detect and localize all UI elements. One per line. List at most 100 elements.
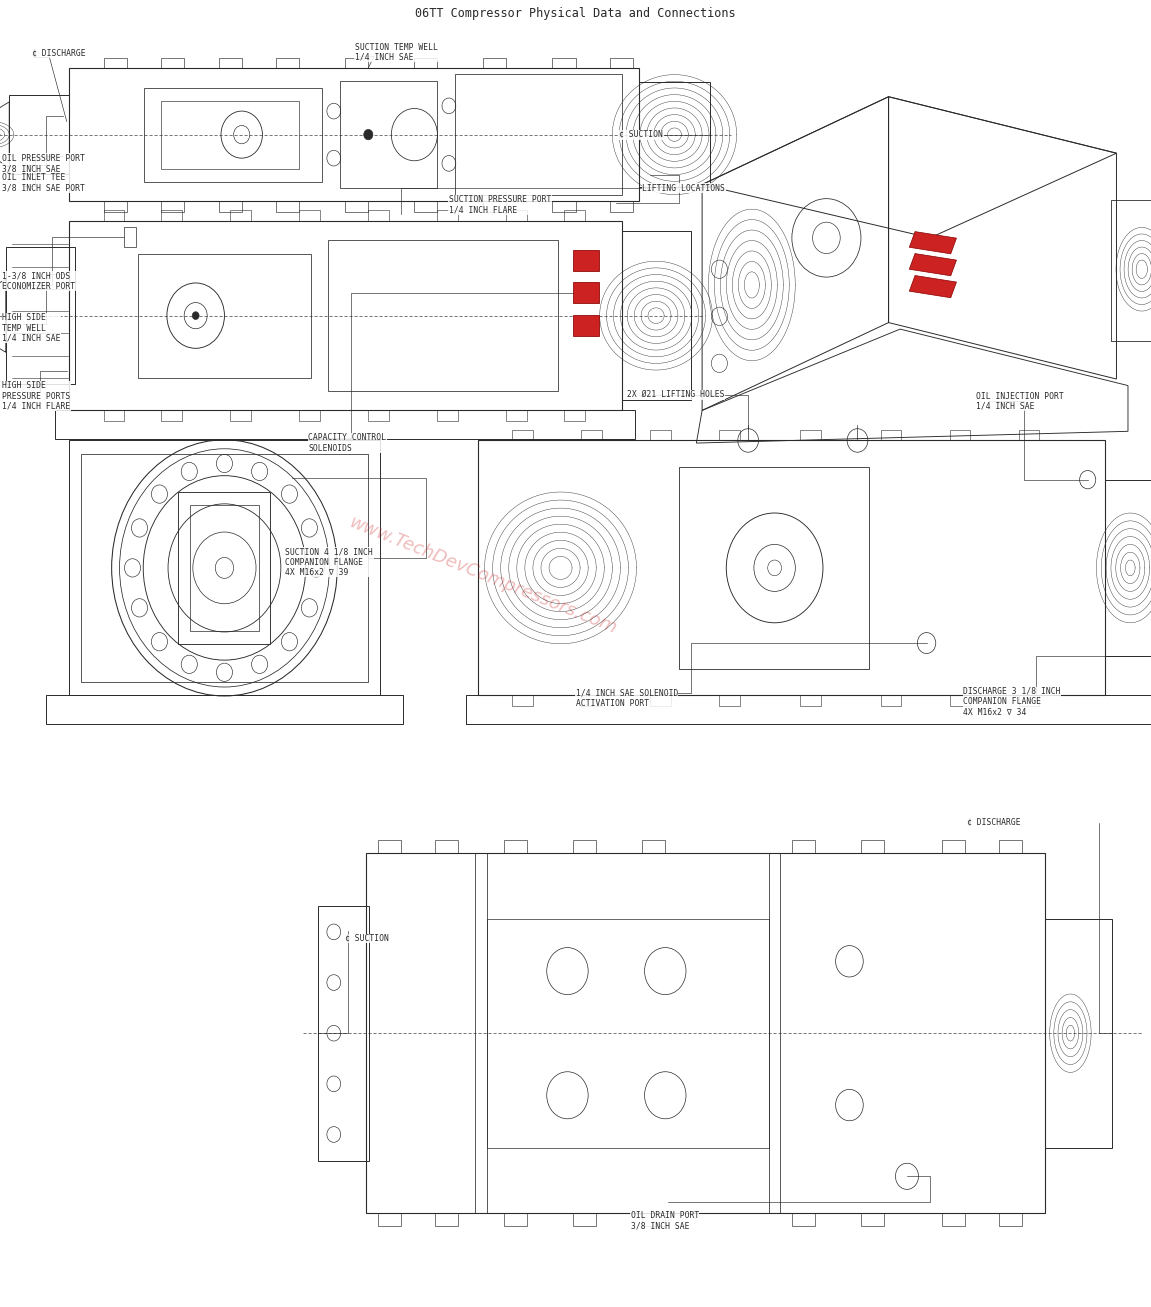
Bar [792, 1213, 815, 1226]
Text: 2X Ø21 LIFTING HOLES: 2X Ø21 LIFTING HOLES [627, 391, 725, 399]
Bar [1105, 480, 1151, 656]
Bar [487, 919, 769, 1148]
Bar [104, 58, 127, 68]
Bar [55, 410, 635, 439]
Bar [161, 101, 299, 169]
Bar [345, 58, 368, 68]
Text: LIFTING LOCATIONS: LIFTING LOCATIONS [642, 184, 725, 192]
Bar [46, 695, 403, 724]
Bar [81, 454, 368, 682]
Bar [861, 1213, 884, 1226]
Bar [950, 430, 970, 440]
Bar [69, 221, 622, 410]
Text: OIL INLET TEE
3/8 INCH SAE PORT: OIL INLET TEE 3/8 INCH SAE PORT [2, 174, 85, 192]
Bar [581, 695, 602, 706]
Circle shape [364, 129, 373, 140]
Bar [610, 201, 633, 212]
Bar [642, 840, 665, 853]
Text: OIL PRESSURE PORT
3/8 INCH SAE: OIL PRESSURE PORT 3/8 INCH SAE [2, 154, 85, 173]
Text: HIGH SIDE
PRESSURE PORTS
1/4 INCH FLARE: HIGH SIDE PRESSURE PORTS 1/4 INCH FLARE [2, 382, 70, 410]
Bar [435, 840, 458, 853]
Bar [1111, 200, 1151, 341]
Bar [328, 240, 558, 391]
Bar [506, 410, 527, 421]
Bar [437, 210, 458, 221]
Bar [639, 82, 710, 187]
Bar [104, 410, 124, 421]
Bar [299, 410, 320, 421]
Bar [190, 506, 259, 631]
Bar [1019, 430, 1039, 440]
Text: ¢ SUCTION: ¢ SUCTION [619, 131, 663, 139]
Bar [161, 201, 184, 212]
Bar [610, 58, 633, 68]
Bar [478, 440, 1105, 695]
Bar [506, 210, 527, 221]
Bar [1045, 919, 1112, 1148]
Text: DISCHARGE 3 1/8 INCH
COMPANION FLANGE
4X M16x2 ∇ 34: DISCHARGE 3 1/8 INCH COMPANION FLANGE 4X… [963, 687, 1061, 716]
Bar [999, 840, 1022, 853]
Text: 1/4 INCH SAE SOLENOID
ACTIVATION PORT: 1/4 INCH SAE SOLENOID ACTIVATION PORT [576, 689, 678, 707]
Text: www.TechDevCompressors.com: www.TechDevCompressors.com [346, 512, 620, 638]
Bar [219, 201, 242, 212]
Bar [861, 840, 884, 853]
Text: ¢ SUCTION: ¢ SUCTION [345, 935, 389, 942]
Bar [650, 430, 671, 440]
Bar [573, 1213, 596, 1226]
Bar [299, 210, 320, 221]
Bar [435, 1213, 458, 1226]
Bar [504, 840, 527, 853]
Bar [999, 1213, 1022, 1226]
Bar [881, 695, 901, 706]
Text: SUCTION PRESSURE PORT
1/4 INCH FLARE: SUCTION PRESSURE PORT 1/4 INCH FLARE [449, 196, 551, 214]
Bar [769, 853, 780, 1213]
Bar [69, 68, 639, 201]
Polygon shape [909, 276, 956, 298]
Bar [9, 95, 69, 174]
Bar [276, 58, 299, 68]
Bar [719, 695, 740, 706]
Bar [466, 695, 1151, 724]
Bar [942, 840, 965, 853]
Bar [368, 410, 389, 421]
Bar [719, 430, 740, 440]
Bar [366, 853, 1045, 1213]
Circle shape [192, 311, 199, 319]
Bar [483, 58, 506, 68]
Bar [792, 840, 815, 853]
Bar [622, 231, 691, 400]
Bar [378, 1213, 401, 1226]
Bar [124, 227, 136, 247]
Bar [138, 254, 311, 378]
Bar [642, 1213, 665, 1226]
Bar [552, 58, 576, 68]
Bar [345, 201, 368, 212]
Bar [504, 1213, 527, 1226]
Bar [230, 410, 251, 421]
Bar [161, 410, 182, 421]
Bar [104, 210, 124, 221]
Bar [650, 695, 671, 706]
Bar [455, 74, 622, 195]
Polygon shape [909, 231, 956, 254]
Bar [161, 58, 184, 68]
Text: OIL INJECTION PORT
1/4 INCH SAE: OIL INJECTION PORT 1/4 INCH SAE [976, 392, 1064, 410]
Bar [368, 210, 389, 221]
Bar [104, 201, 127, 212]
Bar [6, 247, 75, 384]
Bar [573, 250, 599, 271]
Bar [483, 201, 506, 212]
Bar [950, 695, 970, 706]
Text: OIL DRAIN PORT
3/8 INCH SAE: OIL DRAIN PORT 3/8 INCH SAE [631, 1212, 699, 1230]
Bar [800, 695, 821, 706]
Bar [414, 201, 437, 212]
Bar [1019, 695, 1039, 706]
Bar [564, 410, 585, 421]
Text: SUCTION 4 1/8 INCH
COMPANION FLANGE
4X M16x2 ∇ 39: SUCTION 4 1/8 INCH COMPANION FLANGE 4X M… [285, 548, 373, 576]
Bar [512, 430, 533, 440]
Bar [573, 282, 599, 303]
Text: 1-3/8 INCH ODS
ECONOMIZER PORT: 1-3/8 INCH ODS ECONOMIZER PORT [2, 272, 76, 290]
Text: 06TT Compressor Physical Data and Connections: 06TT Compressor Physical Data and Connec… [416, 7, 735, 20]
Bar [414, 58, 437, 68]
Bar [144, 88, 322, 182]
